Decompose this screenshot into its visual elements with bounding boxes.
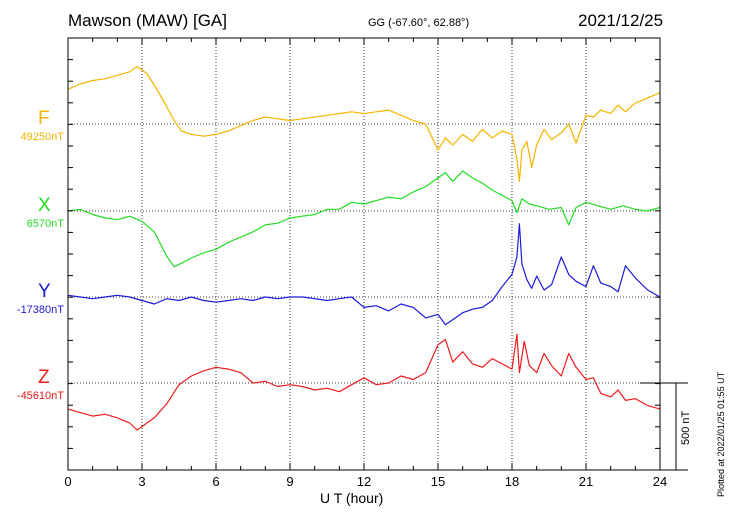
- trace-name-F: F: [38, 108, 50, 129]
- trace-baseline-Z: -45610nT: [16, 390, 64, 402]
- station-title: Mawson (MAW) [GA]: [68, 11, 227, 30]
- x-tick-label-9: 9: [286, 474, 294, 489]
- x-tick-label-18: 18: [504, 474, 520, 489]
- trace-baseline-X: 6570nT: [26, 218, 64, 230]
- date-label: 2021/12/25: [578, 11, 664, 30]
- grid-lines: [68, 38, 660, 470]
- trace-X: [67, 170, 661, 268]
- trace-baseline-Y: -17380nT: [16, 304, 64, 316]
- x-tick-label-12: 12: [356, 474, 372, 489]
- trace-F: [67, 66, 661, 182]
- x-tick-label-21: 21: [578, 474, 594, 489]
- trace-name-Y: Y: [38, 281, 51, 302]
- traces: [67, 66, 661, 431]
- trace-baseline-F: 49250nT: [20, 131, 64, 143]
- plotted-timestamp: Plotted at 2022/01/25 01:55 UT: [716, 371, 726, 497]
- station-coordinates: GG (-67.60°, 62.88°): [368, 17, 470, 29]
- x-tick-label-24: 24: [652, 474, 668, 489]
- scale-bar-label: 500 nT: [680, 410, 692, 445]
- axis-ticks: [67, 37, 661, 470]
- x-tick-label-3: 3: [138, 474, 146, 489]
- x-tick-label-15: 15: [430, 474, 446, 489]
- trace-name-Z: Z: [38, 367, 50, 388]
- scale-bar: [640, 382, 688, 471]
- x-axis-label: U T (hour): [320, 490, 384, 506]
- trace-name-X: X: [38, 195, 51, 216]
- trace-Y: [67, 223, 661, 326]
- x-tick-label-0: 0: [64, 474, 72, 489]
- x-tick-label-6: 6: [212, 474, 220, 489]
- trace-Z: [67, 333, 661, 431]
